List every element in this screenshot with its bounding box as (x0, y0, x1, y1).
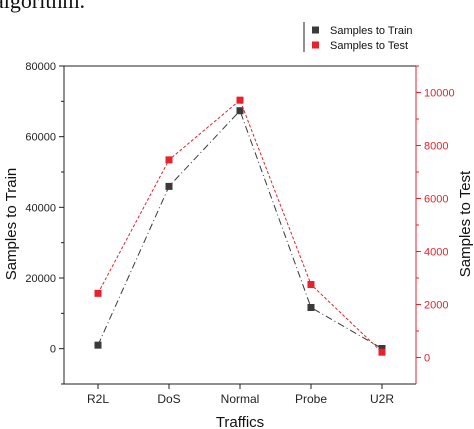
right-tick-label: 8000 (424, 141, 448, 153)
right-tick-label: 0 (424, 353, 430, 365)
left-y-axis: 0 20000 40000 60000 80000 (25, 61, 64, 385)
data-point-test (94, 289, 102, 297)
legend-label: Samples to Train (330, 25, 413, 37)
series-line-train (97, 109, 383, 349)
right-tick-label: 2000 (424, 300, 448, 312)
legend-marker (312, 26, 319, 34)
data-point-train (94, 341, 102, 349)
x-axis: R2L DoS Normal Probe U2R (87, 384, 394, 406)
x-axis-title: Traffics (216, 414, 264, 429)
data-point-test (165, 156, 173, 164)
x-tick-label: DoS (157, 392, 180, 406)
right-y-axis-title: Samples to Test (457, 170, 474, 277)
data-point-train (378, 344, 386, 352)
right-tick-label: 4000 (424, 247, 448, 259)
left-tick-label: 40000 (25, 202, 56, 214)
left-tick-label: 60000 (25, 132, 56, 144)
legend-marker (312, 41, 319, 49)
data-point-train (236, 107, 244, 115)
legend: Samples to Train Samples to Test (303, 22, 413, 52)
data-point-train (165, 182, 173, 190)
right-y-axis: 0 2000 4000 6000 8000 10000 (416, 65, 455, 365)
data-point-test (236, 96, 244, 104)
data-point-test (378, 348, 386, 356)
x-tick-label: Normal (221, 392, 260, 406)
series-layer (94, 96, 386, 356)
data-point-test (307, 281, 315, 289)
legend-label: Samples to Test (330, 40, 408, 52)
data-point-train (307, 303, 315, 311)
left-tick-label: 20000 (25, 273, 56, 285)
series-line-test (97, 99, 383, 353)
x-tick-label: U2R (370, 392, 394, 406)
left-tick-label: 0 (50, 344, 56, 356)
x-tick-label: R2L (87, 392, 109, 406)
right-tick-label: 6000 (424, 194, 448, 206)
caption-fragment: algorithm. (0, 0, 86, 13)
right-tick-label: 10000 (424, 88, 455, 100)
left-tick-label: 80000 (25, 61, 56, 73)
left-y-axis-title: Samples to Train (3, 168, 20, 281)
x-tick-label: Probe (295, 392, 327, 406)
